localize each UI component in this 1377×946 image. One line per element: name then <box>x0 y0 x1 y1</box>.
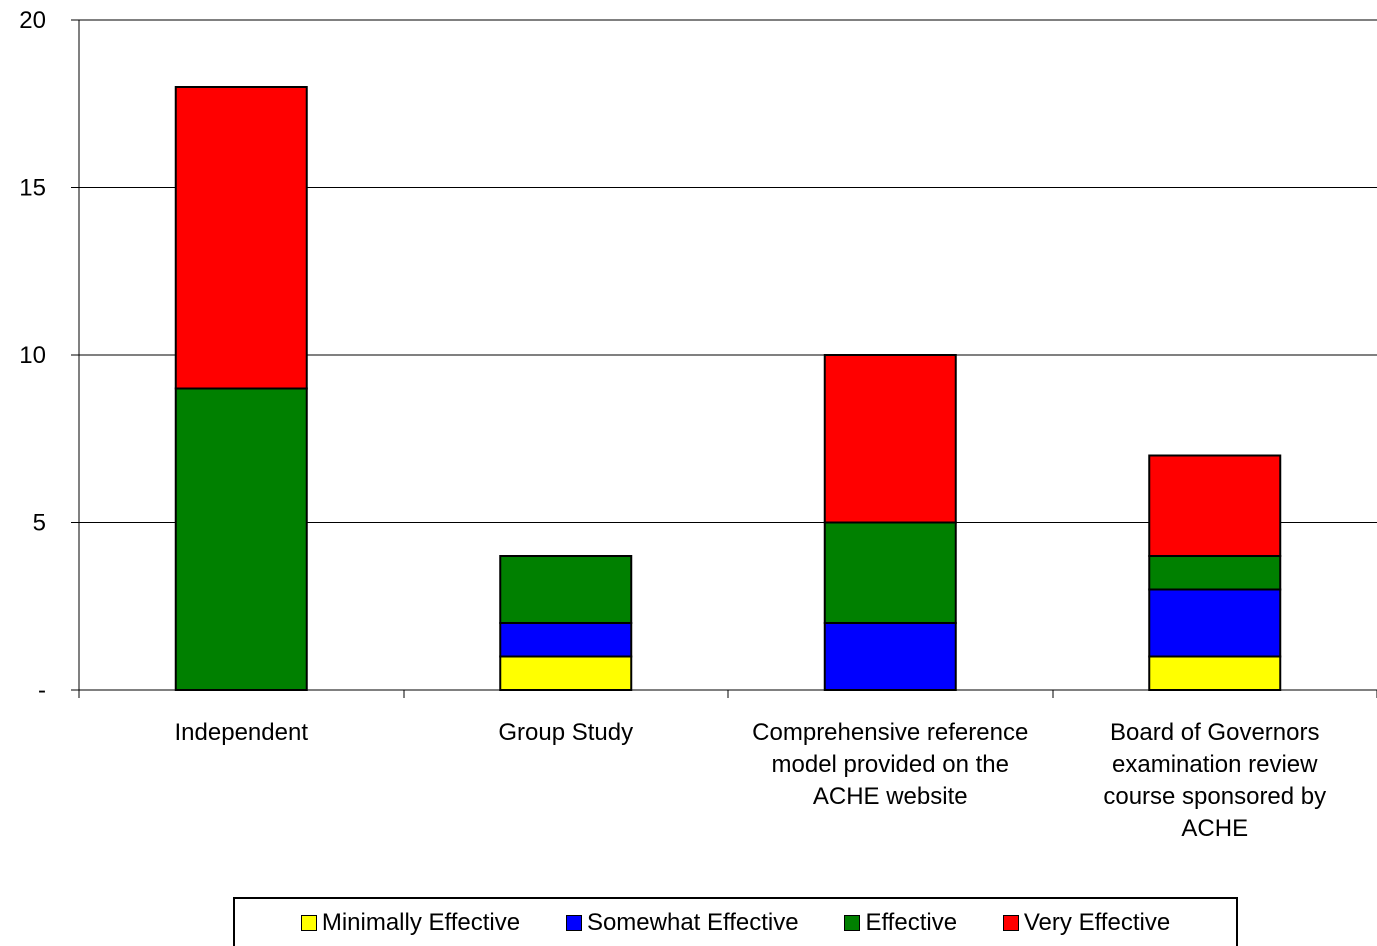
bar-somewhat-effective-2 <box>823 622 957 691</box>
legend-label-somewhat-effective: Somewhat Effective <box>586 908 799 936</box>
legend-item-effective: Effective <box>844 909 957 937</box>
legend: Minimally Effective Somewhat Effective E… <box>233 897 1238 946</box>
legend-item-somewhat-effective: Somewhat Effective <box>565 908 799 937</box>
y-tick-label-15: 15 <box>19 175 46 202</box>
y-tick-label-10: 10 <box>19 342 46 369</box>
y-tick-label-0: - <box>38 677 46 704</box>
legend-label-very-effective: Very Effective <box>1023 908 1171 936</box>
legend-label-effective: Effective <box>865 908 958 936</box>
y-tick-label-5: 5 <box>33 510 46 537</box>
legend-item-very-effective: Very Effective <box>1002 908 1171 937</box>
x-category-label-3: Board of Governors examination review cour… <box>1103 719 1326 842</box>
legend-swatch-very-effective <box>1002 914 1019 931</box>
bar-minimally-effective-1 <box>499 655 633 691</box>
stacked-bar-chart: - 5 10 15 20 Independent Group Study Comprehens… <box>19 7 1377 842</box>
bar-very-effective-0 <box>174 86 308 390</box>
x-category-label-0: Independent <box>175 719 309 746</box>
legend-label-minimally-effective: Minimally Effective <box>321 908 521 936</box>
bar-somewhat-effective-1 <box>499 622 633 658</box>
x-category-label-2: Comprehensive reference model provided on… <box>752 719 1028 810</box>
bar-effective-3 <box>1148 555 1282 591</box>
bar-somewhat-effective-3 <box>1148 588 1282 658</box>
legend-swatch-somewhat-effective <box>565 914 582 931</box>
bar-effective-1 <box>499 555 633 624</box>
bar-very-effective-2 <box>823 354 957 524</box>
x-category-label-1: Group Study <box>498 719 633 746</box>
legend-swatch-minimally-effective <box>300 914 317 931</box>
bar-effective-2 <box>823 521 957 624</box>
legend-swatch-effective <box>844 914 861 931</box>
bar-minimally-effective-3 <box>1148 655 1282 691</box>
bar-effective-0 <box>174 387 308 691</box>
y-tick-label-20: 20 <box>19 7 46 34</box>
bar-very-effective-3 <box>1148 454 1282 557</box>
legend-item-minimally-effective: Minimally Effective <box>300 908 521 937</box>
